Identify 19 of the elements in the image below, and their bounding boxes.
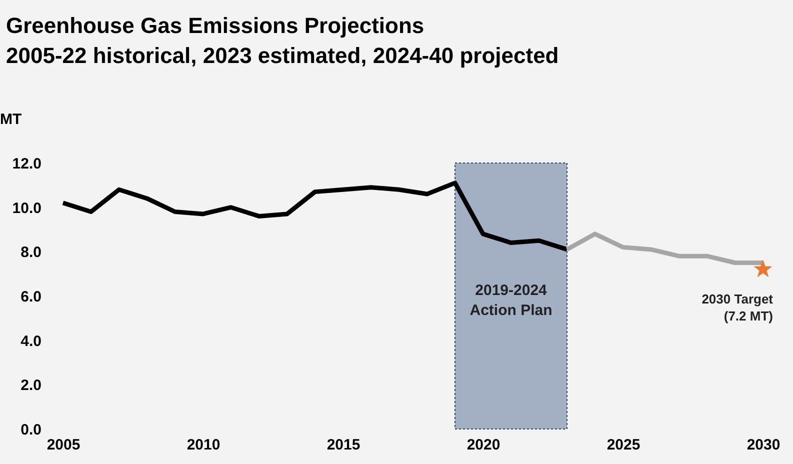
x-tick-label: 2010 (186, 436, 220, 454)
y-tick-label: 0.0 (20, 422, 42, 438)
x-tick-label: 2005 (46, 436, 80, 454)
y-tick-label: 2.0 (20, 377, 42, 394)
y-tick-label: 8.0 (20, 244, 42, 262)
y-axis-title: MT (0, 111, 22, 128)
x-tick-label: 2030 (746, 436, 780, 454)
y-tick-label: 4.0 (20, 332, 42, 350)
x-tick-label: 2025 (606, 436, 640, 454)
chart-subtitle: 2005-22 historical, 2023 estimated, 2024-40 projected (6, 43, 559, 68)
x-tick-label: 2015 (326, 436, 360, 454)
band-label: 2019-2024 Action Plan (470, 282, 552, 319)
chart-title: Greenhouse Gas Emissions Projections (6, 13, 424, 38)
y-tick-label: 12.0 (12, 156, 42, 172)
annotation: 2030 Target (7.2 MT) (702, 291, 774, 324)
y-tick-label: 6.0 (20, 288, 42, 306)
x-tick-label: 2020 (466, 436, 500, 454)
y-tick-label: 10.0 (12, 200, 42, 217)
line-series (60, 180, 570, 252)
